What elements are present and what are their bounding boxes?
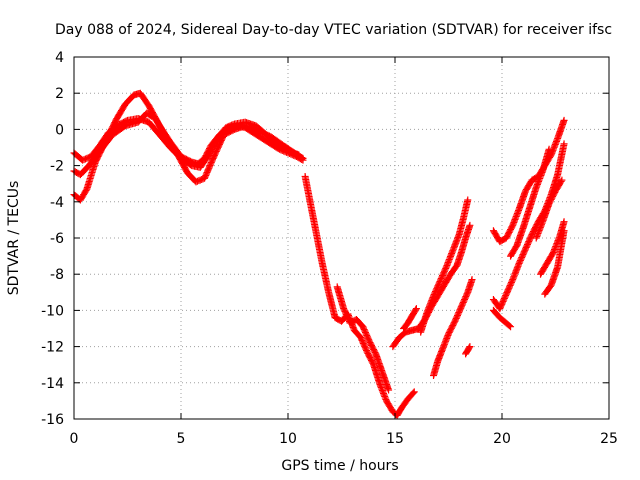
series-arc-5 xyxy=(333,283,393,394)
series-arc-13 xyxy=(489,306,515,331)
data-point xyxy=(464,196,472,204)
data-point xyxy=(545,145,553,153)
y-tick-label: -4 xyxy=(50,195,64,211)
y-tick-label: -16 xyxy=(41,412,64,428)
data-point xyxy=(466,221,474,229)
data-point xyxy=(560,116,568,124)
series-arc-4 xyxy=(301,172,418,419)
data-point xyxy=(558,176,566,184)
data-point xyxy=(465,344,473,352)
y-tick-label: -12 xyxy=(41,340,64,356)
y-tick-label: -6 xyxy=(50,231,64,247)
y-tick-label: -14 xyxy=(41,376,64,392)
series-arc-14 xyxy=(507,145,553,260)
series-arc-17 xyxy=(541,227,568,298)
data-point xyxy=(385,386,393,394)
data-point xyxy=(410,388,418,396)
data-point xyxy=(560,227,568,235)
x-tick-label: 10 xyxy=(279,431,297,447)
data-point xyxy=(560,218,568,226)
data-point xyxy=(299,154,307,162)
y-tick-label: -2 xyxy=(50,159,64,175)
data-points xyxy=(70,89,568,419)
x-tick-label: 20 xyxy=(493,431,511,447)
x-tick-label: 5 xyxy=(177,431,186,447)
data-point xyxy=(468,276,476,284)
chart-title: Day 088 of 2024, Sidereal Day-to-day VTE… xyxy=(55,22,612,38)
x-axis-label: GPS time / hours xyxy=(281,458,398,474)
series-arc-11 xyxy=(489,116,568,246)
series-arc-3 xyxy=(70,109,307,186)
data-point xyxy=(412,305,420,313)
data-point xyxy=(507,323,515,331)
series-arc-8 xyxy=(417,196,472,336)
y-tick-label: -10 xyxy=(41,303,64,319)
x-axis-ticks: 0 5 10 15 20 25 xyxy=(70,57,618,447)
data-point xyxy=(466,343,474,351)
y-axis-label: SDTVAR / TECUs xyxy=(6,181,22,296)
data-point xyxy=(412,306,420,314)
y-tick-label: -8 xyxy=(50,267,64,283)
data-point xyxy=(560,140,568,148)
data-point xyxy=(557,177,565,185)
y-tick-label: 4 xyxy=(55,50,64,66)
y-tick-label: 2 xyxy=(55,86,64,102)
series-arc-15 xyxy=(532,176,566,242)
x-tick-label: 0 xyxy=(70,431,79,447)
series-arc-10 xyxy=(462,343,474,358)
series-arc-16 xyxy=(537,218,568,278)
x-tick-label: 25 xyxy=(600,431,618,447)
y-axis-ticks: 4 2 0 -2 -4 -6 -8 -10 -12 -14 -16 xyxy=(41,50,609,428)
series-arc-9 xyxy=(430,276,476,380)
data-point xyxy=(505,322,513,330)
data-point xyxy=(298,154,306,162)
y-tick-label: 0 xyxy=(55,122,64,138)
series-arc-7 xyxy=(400,305,420,332)
x-tick-label: 15 xyxy=(386,431,404,447)
data-point xyxy=(409,389,417,397)
